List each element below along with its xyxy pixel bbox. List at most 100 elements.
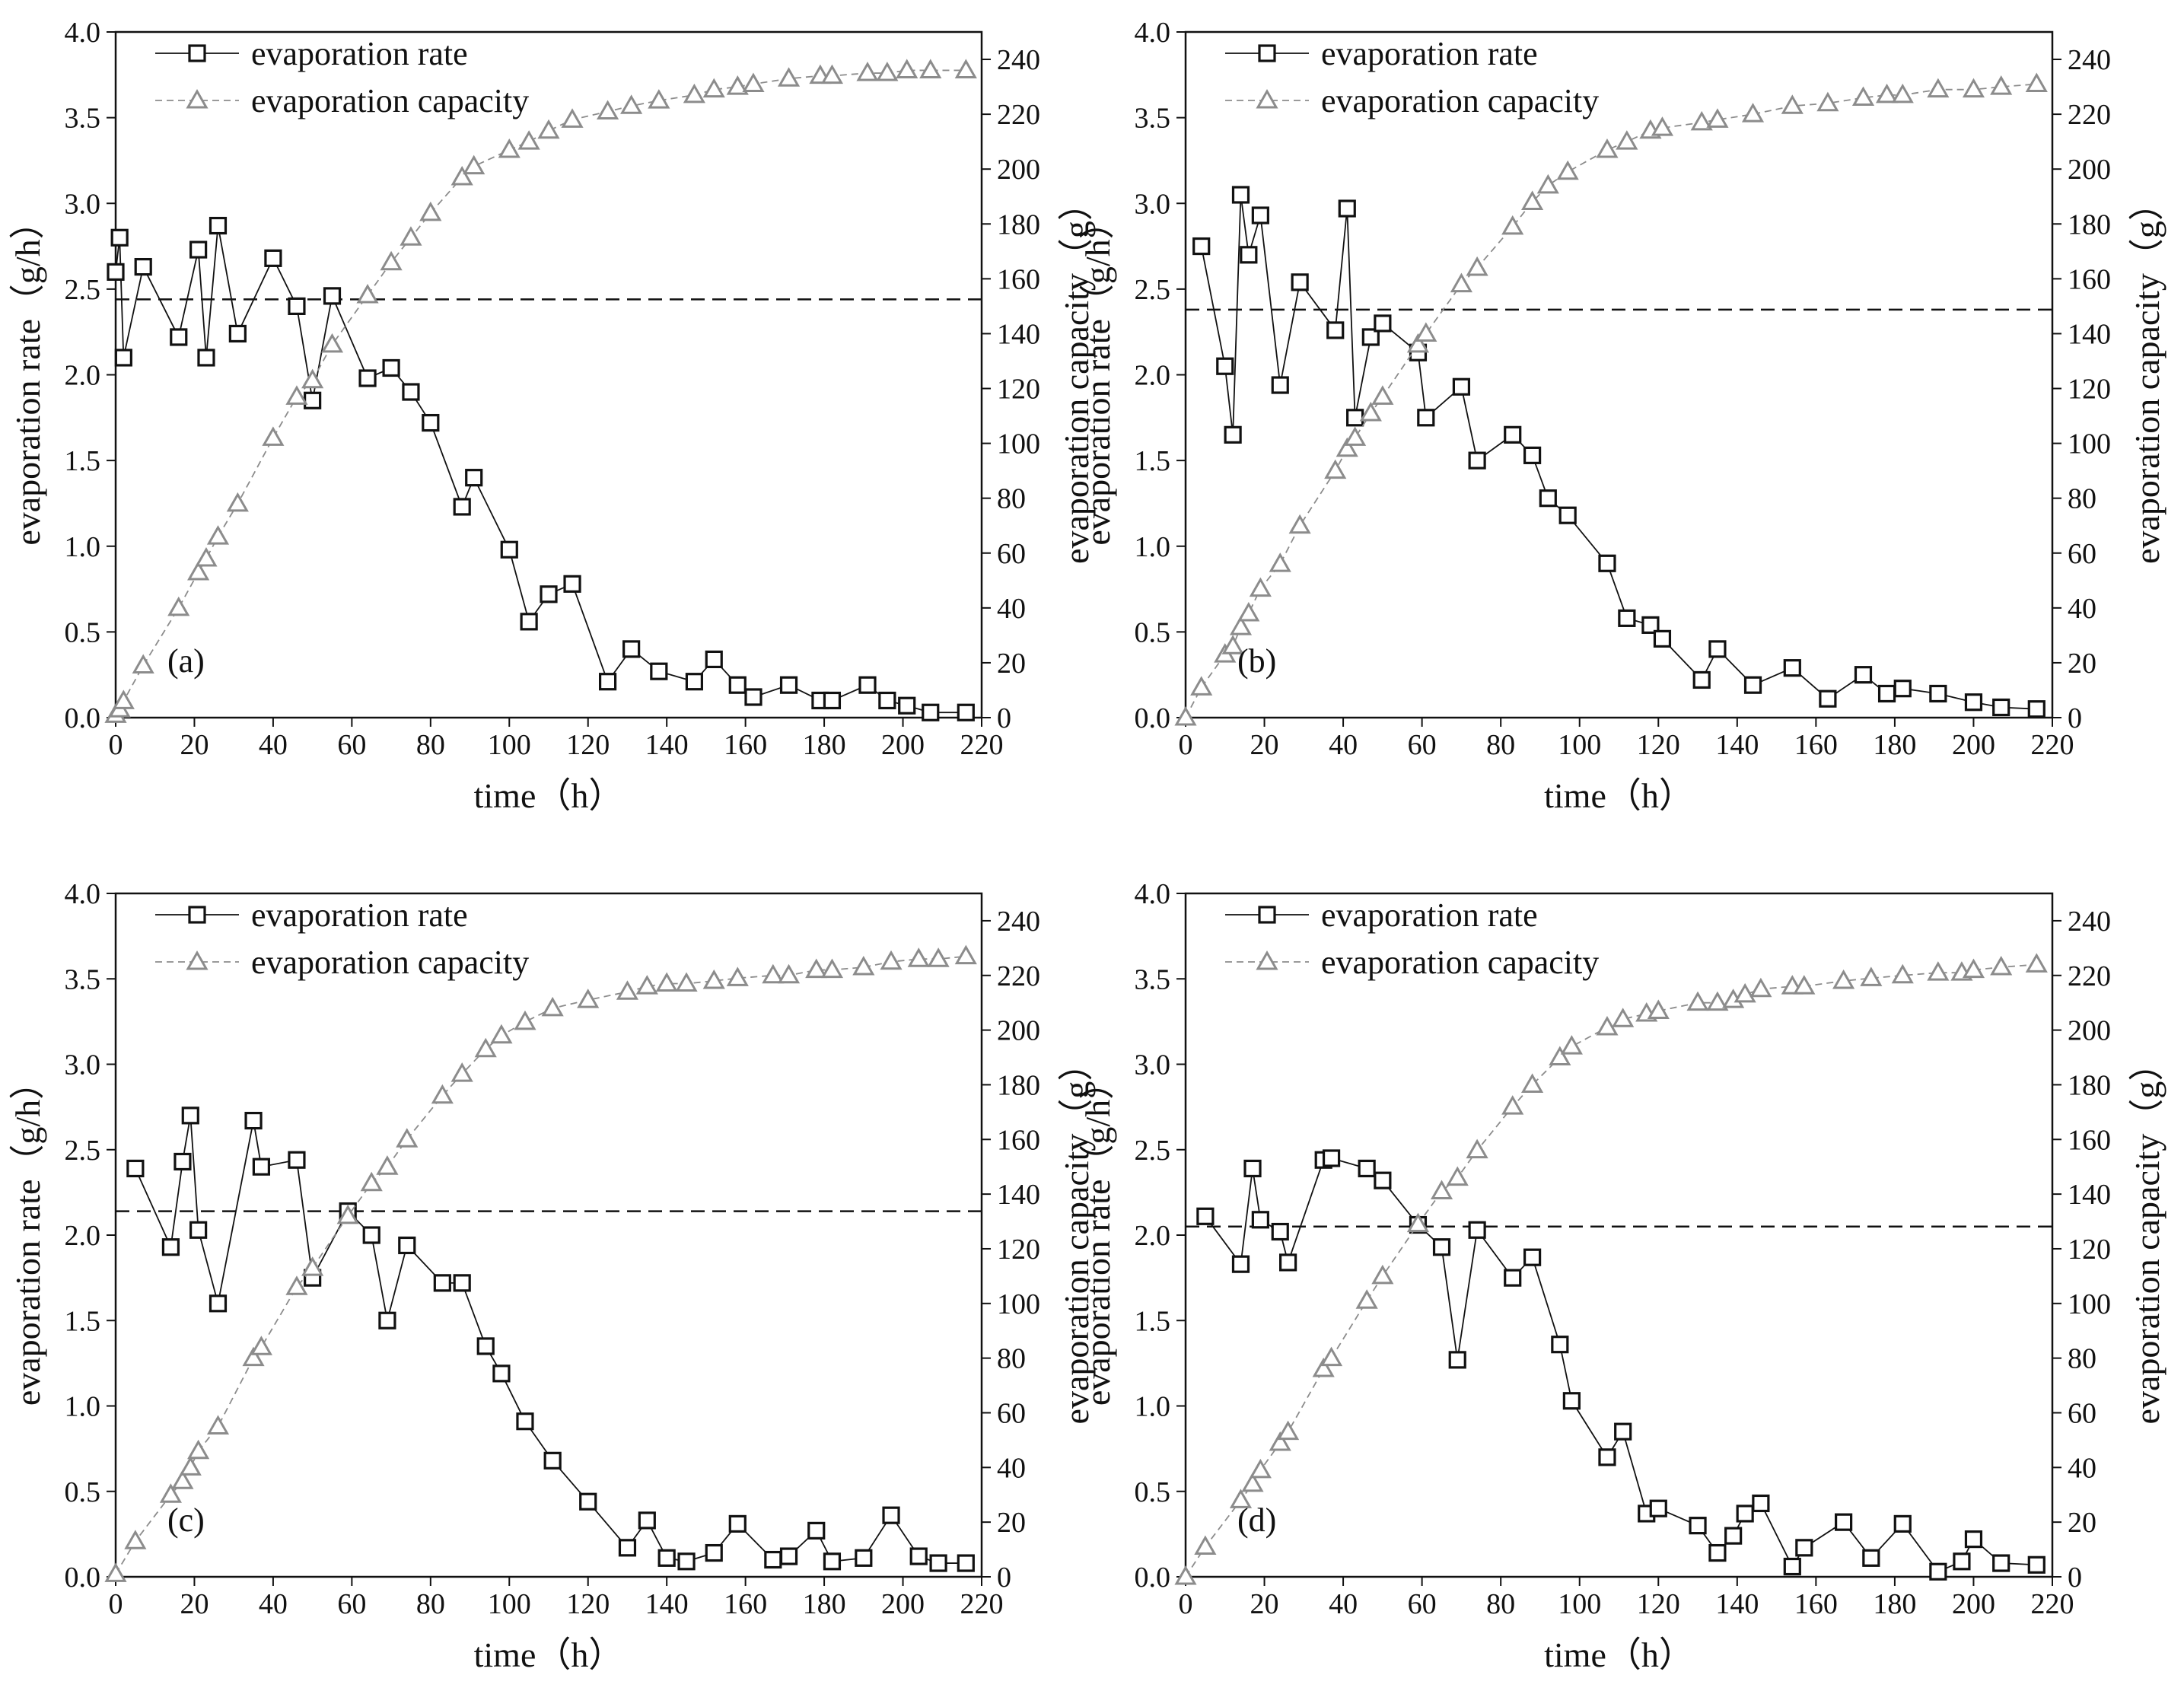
rate-marker [855,1549,873,1567]
legend-capacity-marker [1256,88,1278,109]
capacity-marker [301,1256,324,1276]
capacity-marker [320,333,344,353]
y-right-tick-label: 40 [997,593,1026,625]
y-left-tick-label: 4.0 [1135,878,1171,910]
legend: evaporation rate evaporation capacity [155,35,529,119]
rate-marker [1795,1539,1813,1557]
capacity-marker [1249,1458,1272,1479]
x-tick-label: 120 [1637,1588,1680,1620]
capacity-marker [514,1010,536,1030]
x-tick-label: 80 [1486,729,1515,761]
capacity-marker [1324,459,1347,479]
y-left-tick-label: 2.0 [1135,1220,1171,1252]
rate-marker [1361,328,1380,346]
y-right-tick-label: 20 [997,1507,1026,1539]
capacity-marker [702,969,725,989]
x-tick-label: 180 [1873,1588,1916,1620]
y-left-tick-label: 1.5 [1135,445,1171,477]
rate-marker [823,1552,842,1571]
y-left-axis-title: evaporation rate（g/h） [8,1065,47,1406]
rate-marker [1346,409,1364,427]
capacity-marker [206,1415,230,1434]
capacity-marker [1927,961,1950,981]
x-tick-label: 100 [488,1588,531,1620]
y-right-tick-label: 240 [997,44,1040,76]
x-tick-label: 220 [960,1588,1004,1620]
x-tick-label: 100 [1558,1588,1601,1620]
x-tick-label: 180 [1873,729,1916,761]
y-left-tick-label: 0.0 [65,702,101,734]
rate-marker [1196,1207,1215,1225]
legend-rate-marker [1258,44,1276,62]
capacity-marker [1706,108,1729,128]
rate-marker [1523,446,1542,464]
capacity-marker [954,944,977,965]
rate-marker [1929,1562,1947,1581]
y-right-tick-label: 140 [997,318,1040,350]
x-tick-label: 160 [724,1588,767,1620]
rate-marker [174,1152,192,1171]
capacity-marker [132,654,154,674]
rate-marker [189,1221,208,1239]
rate-marker [1240,246,1258,264]
y-left-tick-label: 3.5 [65,103,101,135]
rate-marker [1618,609,1636,627]
y-right-axis-title: evaporation capacity（g） [1057,1046,1096,1425]
rate-marker [362,1226,380,1244]
rate-marker [1953,1552,1971,1571]
x-tick-label: 120 [1637,729,1680,761]
y-right-tick-label: 180 [997,209,1040,240]
x-tick-label: 220 [2031,1588,2074,1620]
rate-marker [1854,666,1873,684]
rate-marker [1992,1554,2010,1572]
rate-marker [622,640,641,658]
y-right-tick-label: 80 [2068,483,2096,515]
rate-marker [209,216,228,235]
legend-capacity-label: evaporation capacity [251,82,529,119]
capacity-marker [1521,190,1544,210]
rate-marker [209,1294,228,1313]
rate-marker [1551,1336,1569,1354]
capacity-marker [1596,138,1619,158]
y-right-tick-label: 100 [2068,428,2111,460]
capacity-marker [1237,602,1260,622]
y-right-tick-label: 160 [997,1124,1040,1156]
y-left-tick-label: 3.5 [1135,103,1171,135]
capacity-marker [1277,1420,1300,1441]
rate-marker [288,1151,306,1169]
capacity-marker [597,100,619,120]
rate-marker [197,349,215,367]
rate-marker [1992,698,2010,717]
legend-capacity-label: evaporation capacity [1321,82,1599,119]
rate-marker [1432,1238,1451,1256]
rate-marker [378,1311,396,1329]
y-right-tick-label: 200 [997,1015,1040,1047]
y-right-tick-label: 60 [2068,538,2096,570]
capacity-marker [820,64,844,84]
y-left-tick-label: 2.5 [1135,274,1171,306]
rate-marker [657,1549,676,1567]
y-right-tick-label: 220 [997,960,1040,992]
y-left-tick-label: 3.5 [65,963,101,995]
rate-marker [288,297,306,315]
panel-label: (d) [1237,1501,1276,1539]
rate-marker [543,1451,562,1470]
x-tick-label: 160 [1794,729,1838,761]
rate-marker [1192,237,1211,256]
x-tick-label: 40 [259,729,288,761]
rate-marker [1358,1159,1376,1178]
rate-marker [1374,314,1392,333]
capacity-series-line [1185,83,2037,718]
capacity-marker [541,996,564,1017]
x-tick-label: 140 [645,729,689,761]
rate-marker [244,1111,263,1130]
y-left-tick-label: 1.0 [65,1391,101,1423]
capacity-marker [1832,969,1855,989]
capacity-marker [1406,1212,1430,1233]
rate-marker [433,1274,451,1292]
x-tick-label: 60 [1408,729,1437,761]
rate-marker [1708,640,1727,658]
rate-marker [1689,1517,1707,1535]
chart-panel: 0 20 40 60 80 100 120 140 160 180 200 2200.00.51.01… [8,17,1096,815]
legend-capacity-label: evaporation capacity [1321,944,1599,981]
